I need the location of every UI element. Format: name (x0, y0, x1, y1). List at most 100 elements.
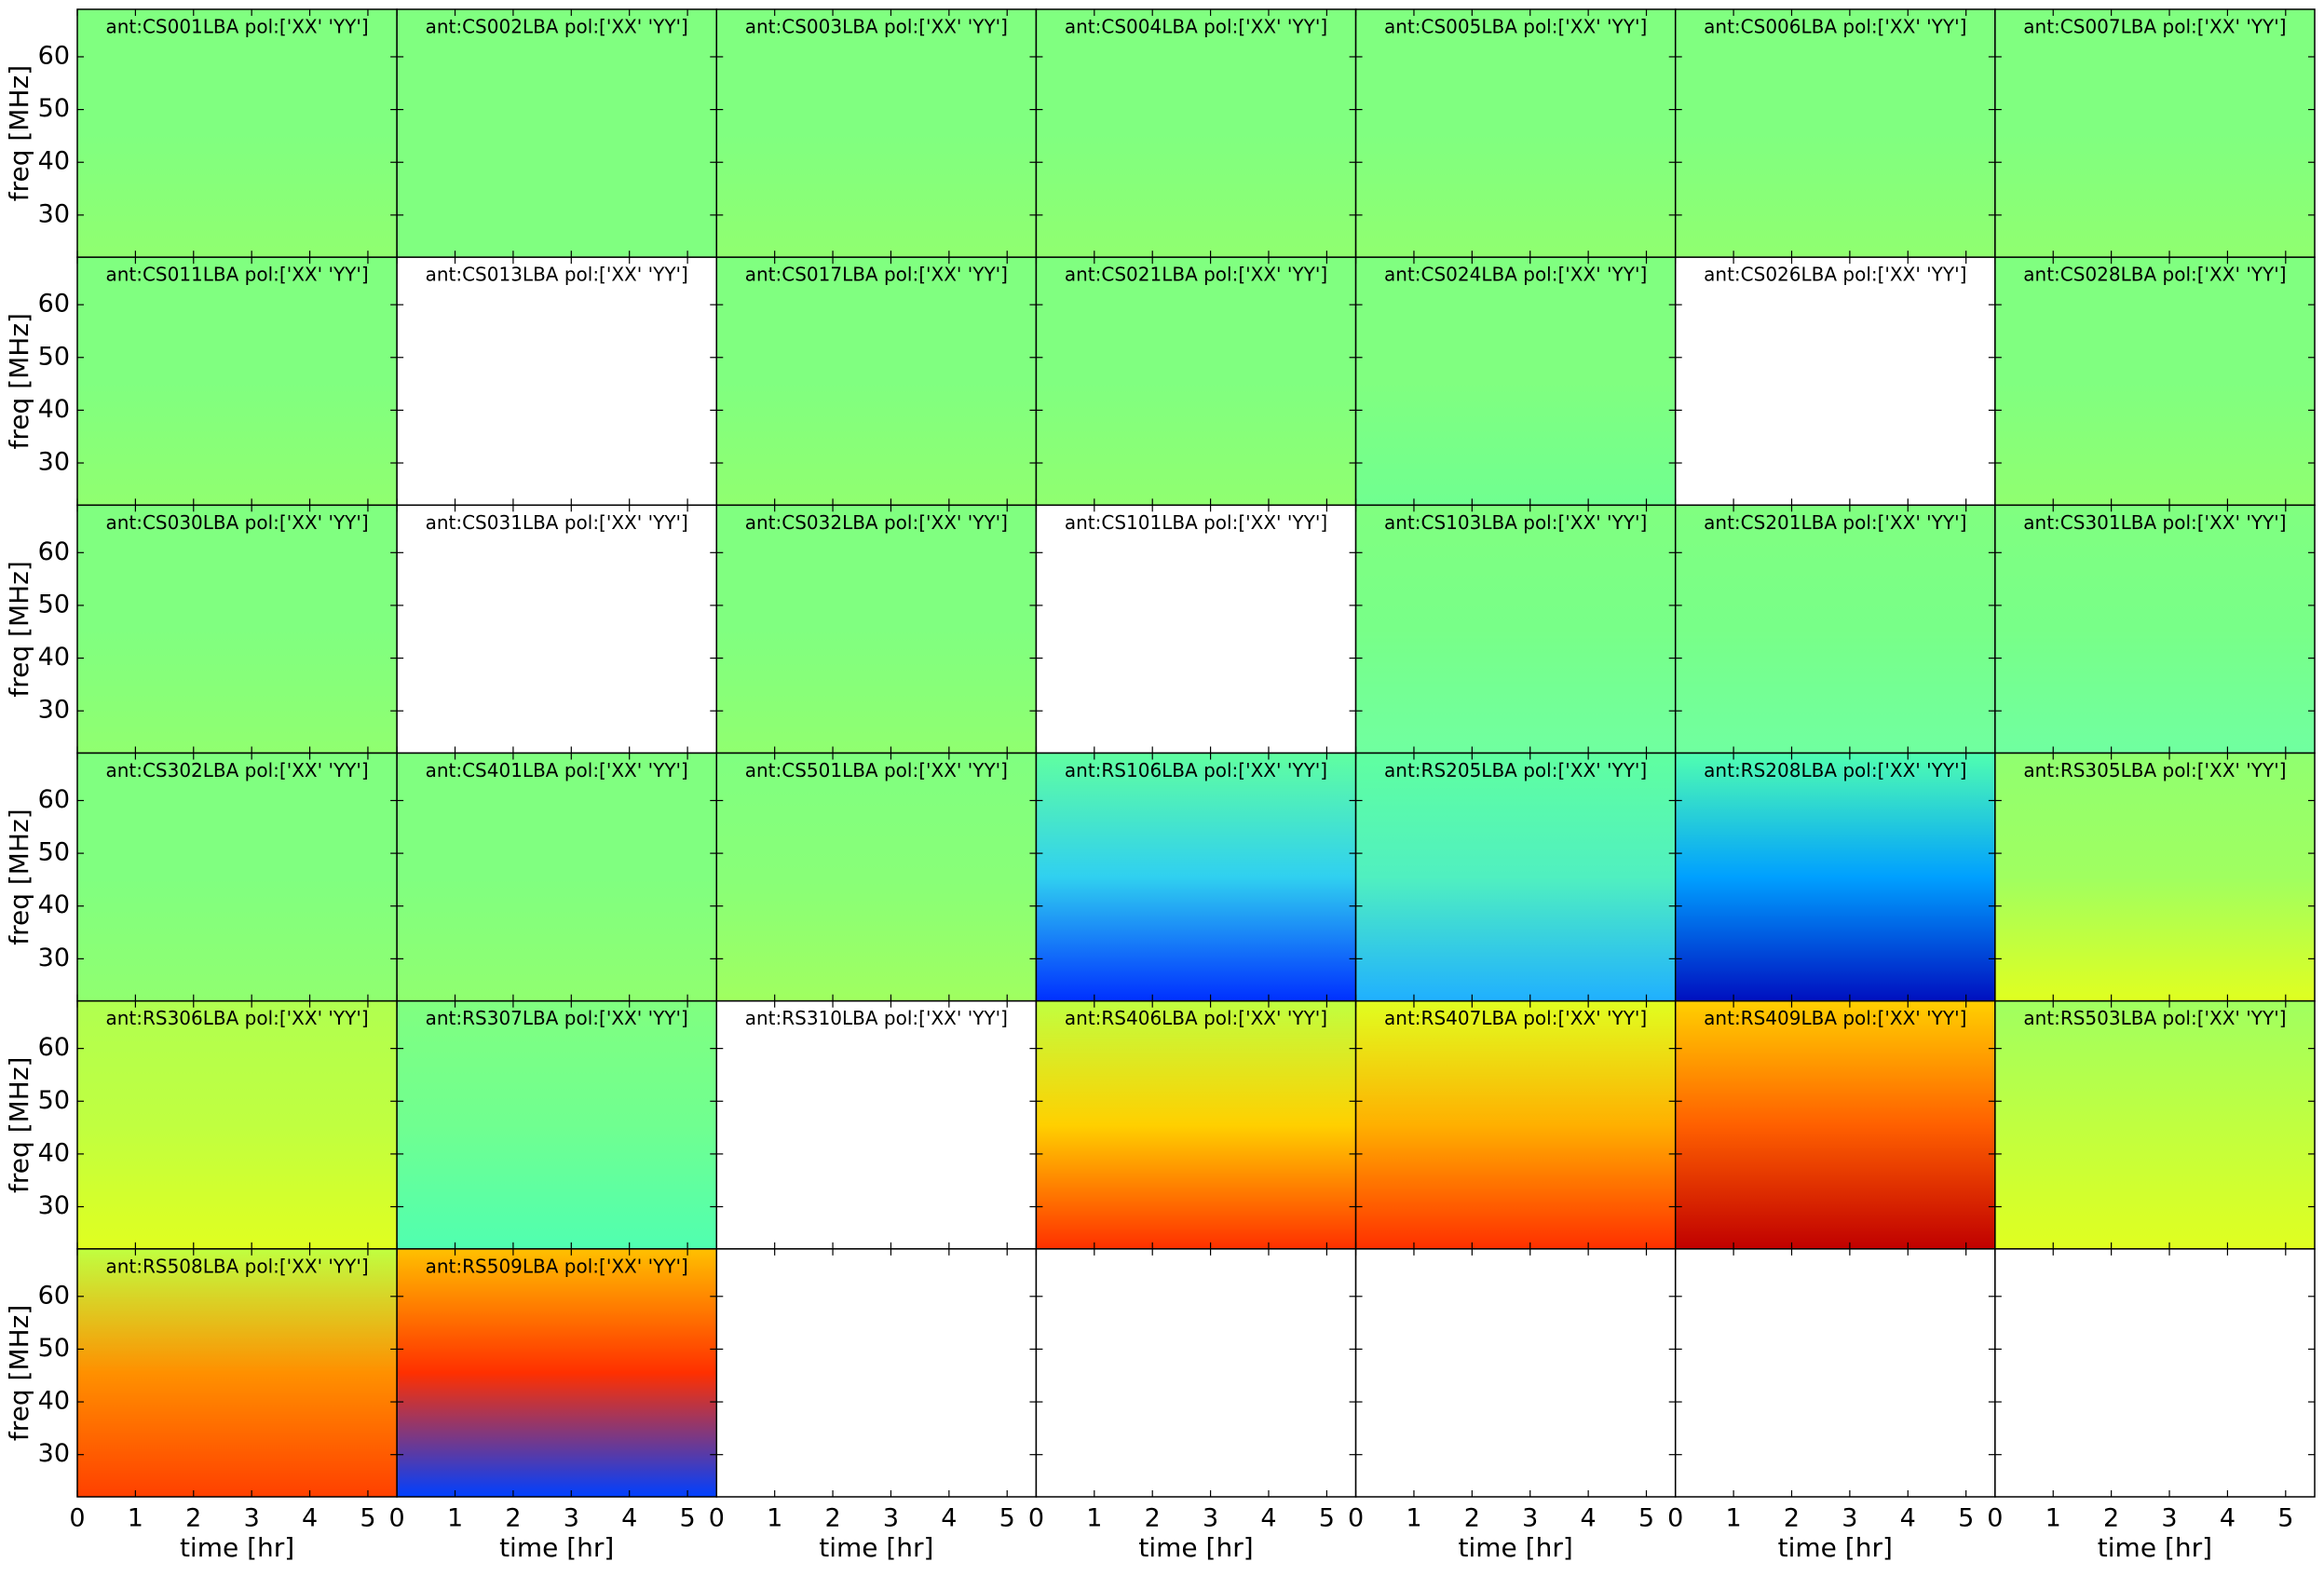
x-tick-label: 3 (883, 1504, 899, 1533)
spectrogram (716, 9, 1037, 258)
spectrogram (716, 257, 1037, 506)
spectrogram (1994, 9, 2315, 258)
spectrogram (1036, 753, 1356, 1001)
panel-title: ant:CS013LBA pol:['XX' 'YY'] (426, 264, 688, 286)
y-tick-label: 40 (38, 1387, 70, 1416)
y-tick-label: 50 (38, 838, 70, 867)
y-tick-label: 30 (38, 696, 70, 725)
x-tick-label: 1 (1406, 1504, 1421, 1533)
y-tick-label: 50 (38, 94, 70, 123)
y-tick-label: 30 (38, 1191, 70, 1220)
x-axis-label: time [hr] (180, 1532, 294, 1563)
y-tick-label: 30 (38, 1439, 70, 1468)
x-tick-label: 4 (941, 1504, 957, 1533)
y-tick-label: 60 (38, 785, 70, 814)
y-axis-label: freq [MHz] (4, 1305, 34, 1441)
y-tick-label: 40 (38, 1138, 70, 1167)
x-tick-label: 5 (360, 1504, 375, 1533)
x-tick-label: 5 (1958, 1504, 1974, 1533)
spectrogram (1355, 505, 1676, 754)
x-axis-label: time [hr] (2098, 1532, 2212, 1563)
x-tick-label: 0 (69, 1504, 85, 1533)
x-tick-label: 3 (1842, 1504, 1857, 1533)
panel-title: ant:CS006LBA pol:['XX' 'YY'] (1704, 16, 1966, 38)
y-axis-label: freq [MHz] (4, 1057, 34, 1193)
spectrogram (1355, 753, 1676, 1001)
y-axis-label: freq [MHz] (4, 313, 34, 449)
spectrogram (1675, 505, 1995, 754)
spectrogram (716, 753, 1037, 1001)
y-tick-label: 50 (38, 1334, 70, 1363)
spectrogram (1036, 505, 1356, 754)
spectrogram (397, 1000, 717, 1249)
x-tick-label: 1 (767, 1504, 782, 1533)
spectrogram (1994, 1248, 2315, 1497)
x-tick-label: 5 (1319, 1504, 1335, 1533)
spectrogram (77, 257, 398, 506)
panel-title: ant:CS011LBA pol:['XX' 'YY'] (105, 264, 368, 286)
panel-title: ant:CS002LBA pol:['XX' 'YY'] (426, 16, 688, 38)
x-tick-label: 4 (2220, 1504, 2236, 1533)
x-tick-label: 2 (2103, 1504, 2119, 1533)
x-tick-label: 1 (128, 1504, 143, 1533)
panel-title: ant:CS103LBA pol:['XX' 'YY'] (1384, 511, 1647, 534)
panel-title: ant:CS501LBA pol:['XX' 'YY'] (745, 759, 1008, 781)
panel-title: ant:CS003LBA pol:['XX' 'YY'] (745, 16, 1008, 38)
spectrogram (397, 505, 717, 754)
x-tick-label: 1 (1726, 1504, 1742, 1533)
panel-title: ant:CS001LBA pol:['XX' 'YY'] (105, 16, 368, 38)
spectrogram (1355, 257, 1676, 506)
panel-title: ant:CS021LBA pol:['XX' 'YY'] (1065, 264, 1327, 286)
x-tick-label: 0 (709, 1504, 725, 1533)
x-tick-label: 5 (1638, 1504, 1654, 1533)
spectrogram (1994, 257, 2315, 506)
y-tick-label: 50 (38, 342, 70, 371)
spectrogram (77, 753, 398, 1001)
spectrogram (77, 1000, 398, 1249)
panel-title: ant:RS208LBA pol:['XX' 'YY'] (1704, 759, 1966, 781)
x-axis-label: time [hr] (819, 1532, 933, 1563)
panel-title: ant:CS030LBA pol:['XX' 'YY'] (105, 511, 368, 534)
y-tick-label: 40 (38, 147, 70, 176)
y-tick-label: 40 (38, 890, 70, 919)
spectrogram (1675, 1248, 1995, 1497)
spectrogram (77, 1248, 398, 1497)
x-tick-label: 2 (185, 1504, 201, 1533)
x-tick-label: 2 (1464, 1504, 1480, 1533)
x-tick-label: 3 (1522, 1504, 1538, 1533)
x-tick-label: 0 (1348, 1504, 1364, 1533)
x-tick-label: 3 (2161, 1504, 2177, 1533)
x-tick-label: 5 (679, 1504, 695, 1533)
spectrogram (1355, 1248, 1676, 1497)
spectrogram (1036, 1000, 1356, 1249)
spectrogram (716, 1000, 1037, 1249)
x-tick-label: 4 (1581, 1504, 1597, 1533)
spectrogram (1675, 753, 1995, 1001)
panel-title: ant:RS106LBA pol:['XX' 'YY'] (1065, 759, 1327, 781)
panel-title: ant:RS406LBA pol:['XX' 'YY'] (1065, 1007, 1327, 1029)
x-tick-label: 1 (2045, 1504, 2061, 1533)
spectrogram (1355, 1000, 1676, 1249)
x-tick-label: 4 (621, 1504, 637, 1533)
spectrogram (716, 505, 1037, 754)
x-tick-label: 1 (1086, 1504, 1102, 1533)
panel-title: ant:CS007LBA pol:['XX' 'YY'] (2023, 16, 2286, 38)
x-tick-label: 5 (999, 1504, 1015, 1533)
panel-title: ant:CS026LBA pol:['XX' 'YY'] (1704, 264, 1966, 286)
spectrogram (1675, 1000, 1995, 1249)
y-tick-label: 60 (38, 41, 70, 70)
x-axis-label: time [hr] (499, 1532, 614, 1563)
y-axis-label: freq [MHz] (4, 808, 34, 944)
panel-title: ant:CS101LBA pol:['XX' 'YY'] (1065, 511, 1327, 534)
spectrogram (1994, 505, 2315, 754)
y-tick-label: 30 (38, 448, 70, 477)
spectrogram (1675, 9, 1995, 258)
panel-title: ant:CS301LBA pol:['XX' 'YY'] (2023, 511, 2286, 534)
y-tick-label: 60 (38, 1281, 70, 1310)
panel-title: ant:CS031LBA pol:['XX' 'YY'] (426, 511, 688, 534)
x-tick-label: 0 (1987, 1504, 2003, 1533)
spectrogram (1036, 9, 1356, 258)
y-tick-label: 60 (38, 1033, 70, 1062)
x-axis-label: time [hr] (1778, 1532, 1893, 1563)
y-tick-label: 50 (38, 1086, 70, 1115)
